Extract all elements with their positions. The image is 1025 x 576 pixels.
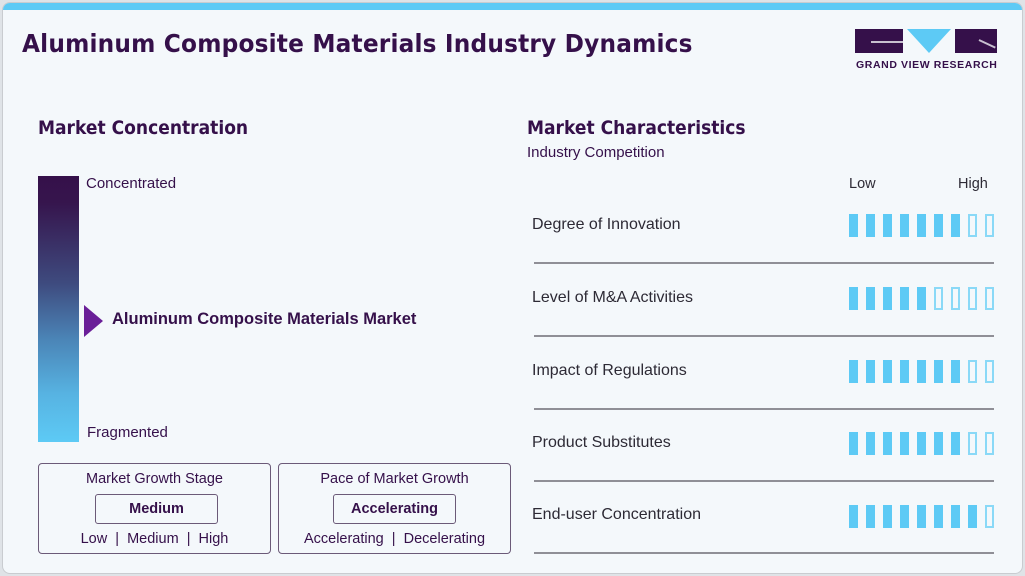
rating-segment-empty — [985, 214, 994, 237]
rating-segment-filled — [917, 287, 926, 310]
rating-segment-filled — [917, 432, 926, 455]
rating-segment-empty — [985, 360, 994, 383]
rating-segment-empty — [985, 505, 994, 528]
rating-segment-filled — [951, 214, 960, 237]
logo-triangle-v-icon — [907, 29, 951, 53]
row-divider — [534, 552, 994, 554]
rating-segment-filled — [900, 505, 909, 528]
rating-segment-empty — [985, 432, 994, 455]
row-divider — [534, 480, 994, 482]
growth-stage-title: Market Growth Stage — [86, 471, 223, 487]
market-characteristics-heading: Market Characteristics — [527, 117, 746, 139]
market-position-label: Aluminum Composite Materials Market — [112, 310, 417, 328]
rating-segment-filled — [951, 360, 960, 383]
concentration-gradient-bar — [38, 176, 79, 442]
rating-bar — [849, 505, 994, 528]
rating-segment-empty — [951, 287, 960, 310]
market-position-arrow-icon — [84, 305, 103, 337]
row-divider — [534, 262, 994, 264]
growth-pace-title: Pace of Market Growth — [320, 471, 469, 487]
logo-block-r-icon — [955, 29, 997, 53]
rating-segment-filled — [934, 360, 943, 383]
characteristic-label: Product Substitutes — [532, 434, 671, 451]
rating-segment-filled — [883, 214, 892, 237]
fragmented-label: Fragmented — [87, 424, 168, 441]
row-divider — [534, 408, 994, 410]
page-title: Aluminum Composite Materials Industry Dy… — [22, 29, 693, 58]
rating-segment-filled — [866, 287, 875, 310]
rating-segment-filled — [849, 505, 858, 528]
characteristic-label: Impact of Regulations — [532, 362, 687, 379]
rating-bar — [849, 360, 994, 383]
scale-high-label: High — [958, 176, 988, 192]
concentrated-label: Concentrated — [86, 175, 177, 192]
market-concentration-heading: Market Concentration — [38, 117, 249, 139]
rating-segment-filled — [900, 432, 909, 455]
rating-segment-filled — [883, 287, 892, 310]
rating-bar — [849, 432, 994, 455]
pace-of-market-growth-box: Pace of Market Growth Accelerating Accel… — [278, 463, 511, 554]
rating-segment-filled — [951, 505, 960, 528]
rating-segment-empty — [968, 214, 977, 237]
rating-segment-filled — [900, 360, 909, 383]
growth-stage-selected: Medium — [95, 494, 218, 524]
rating-segment-filled — [866, 214, 875, 237]
rating-segment-empty — [968, 432, 977, 455]
rating-segment-filled — [934, 432, 943, 455]
rating-segment-filled — [900, 287, 909, 310]
rating-bar — [849, 214, 994, 237]
market-growth-stage-box: Market Growth Stage Medium Low | Medium … — [38, 463, 271, 554]
rating-segment-filled — [900, 214, 909, 237]
characteristic-label: Level of M&A Activities — [532, 289, 693, 306]
characteristic-label: End-user Concentration — [532, 506, 701, 523]
logo-text: GRAND VIEW RESEARCH — [856, 59, 998, 71]
row-divider — [534, 335, 994, 337]
rating-segment-filled — [917, 214, 926, 237]
rating-segment-filled — [866, 432, 875, 455]
rating-segment-filled — [849, 360, 858, 383]
rating-segment-filled — [934, 214, 943, 237]
rating-segment-filled — [883, 505, 892, 528]
rating-segment-filled — [849, 432, 858, 455]
characteristic-label: Degree of Innovation — [532, 216, 681, 233]
scale-low-label: Low — [849, 176, 876, 192]
rating-segment-filled — [917, 505, 926, 528]
rating-segment-empty — [934, 287, 943, 310]
rating-segment-empty — [968, 287, 977, 310]
rating-segment-filled — [883, 432, 892, 455]
rating-segment-filled — [849, 287, 858, 310]
rating-segment-filled — [934, 505, 943, 528]
growth-pace-selected: Accelerating — [333, 494, 456, 524]
industry-competition-subheading: Industry Competition — [527, 144, 665, 161]
rating-segment-filled — [883, 360, 892, 383]
rating-segment-filled — [951, 432, 960, 455]
growth-pace-options: Accelerating | Decelerating — [303, 531, 486, 547]
rating-segment-filled — [968, 505, 977, 528]
rating-segment-empty — [985, 287, 994, 310]
logo-g-stroke — [871, 41, 903, 43]
rating-segment-filled — [917, 360, 926, 383]
grand-view-research-logo: GRAND VIEW RESEARCH — [855, 29, 997, 74]
growth-stage-options: Low | Medium | High — [80, 531, 229, 547]
rating-bar — [849, 287, 994, 310]
rating-segment-empty — [968, 360, 977, 383]
accent-top-bar — [3, 3, 1022, 10]
rating-segment-filled — [866, 505, 875, 528]
rating-segment-filled — [866, 360, 875, 383]
rating-segment-filled — [849, 214, 858, 237]
